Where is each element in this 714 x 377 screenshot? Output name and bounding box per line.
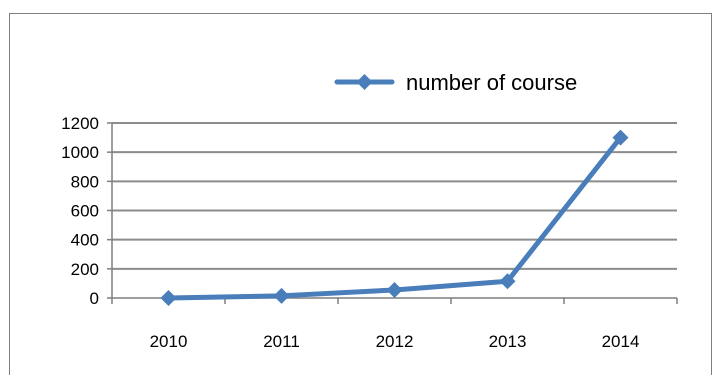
series-layer: [160, 129, 629, 306]
y-tick-label-1200: 1200: [61, 114, 99, 133]
legend: number of course: [334, 70, 577, 95]
axes: [107, 122, 678, 304]
y-axis-tick-labels: 0 200 400 600 800 1000 1200: [61, 114, 99, 308]
data-point-2014: [612, 129, 629, 146]
y-tick-label-400: 400: [71, 231, 99, 250]
y-tick-label-600: 600: [71, 202, 99, 221]
y-tick-label-1000: 1000: [61, 143, 99, 162]
y-tick-label-800: 800: [71, 172, 99, 191]
data-point-2011: [273, 287, 290, 304]
series-line: [166, 135, 623, 301]
x-axis-tick-labels: 2010 2011 2012 2013 2014: [150, 332, 640, 351]
chart-frame: [9, 13, 712, 375]
x-tick-label-2011: 2011: [263, 332, 300, 351]
x-tick-label-2010: 2010: [150, 332, 188, 351]
y-tick-label-200: 200: [71, 260, 99, 279]
legend-marker-diamond: [356, 74, 373, 90]
legend-label: number of course: [406, 70, 577, 95]
gridlines: [112, 122, 677, 270]
x-tick-label-2014: 2014: [602, 332, 640, 351]
data-point-2010: [160, 290, 177, 306]
data-point-2012: [386, 281, 403, 298]
y-tick-label-0: 0: [90, 289, 99, 308]
data-point-2013: [499, 273, 516, 290]
x-tick-label-2013: 2013: [489, 332, 527, 351]
x-tick-label-2012: 2012: [376, 332, 414, 351]
